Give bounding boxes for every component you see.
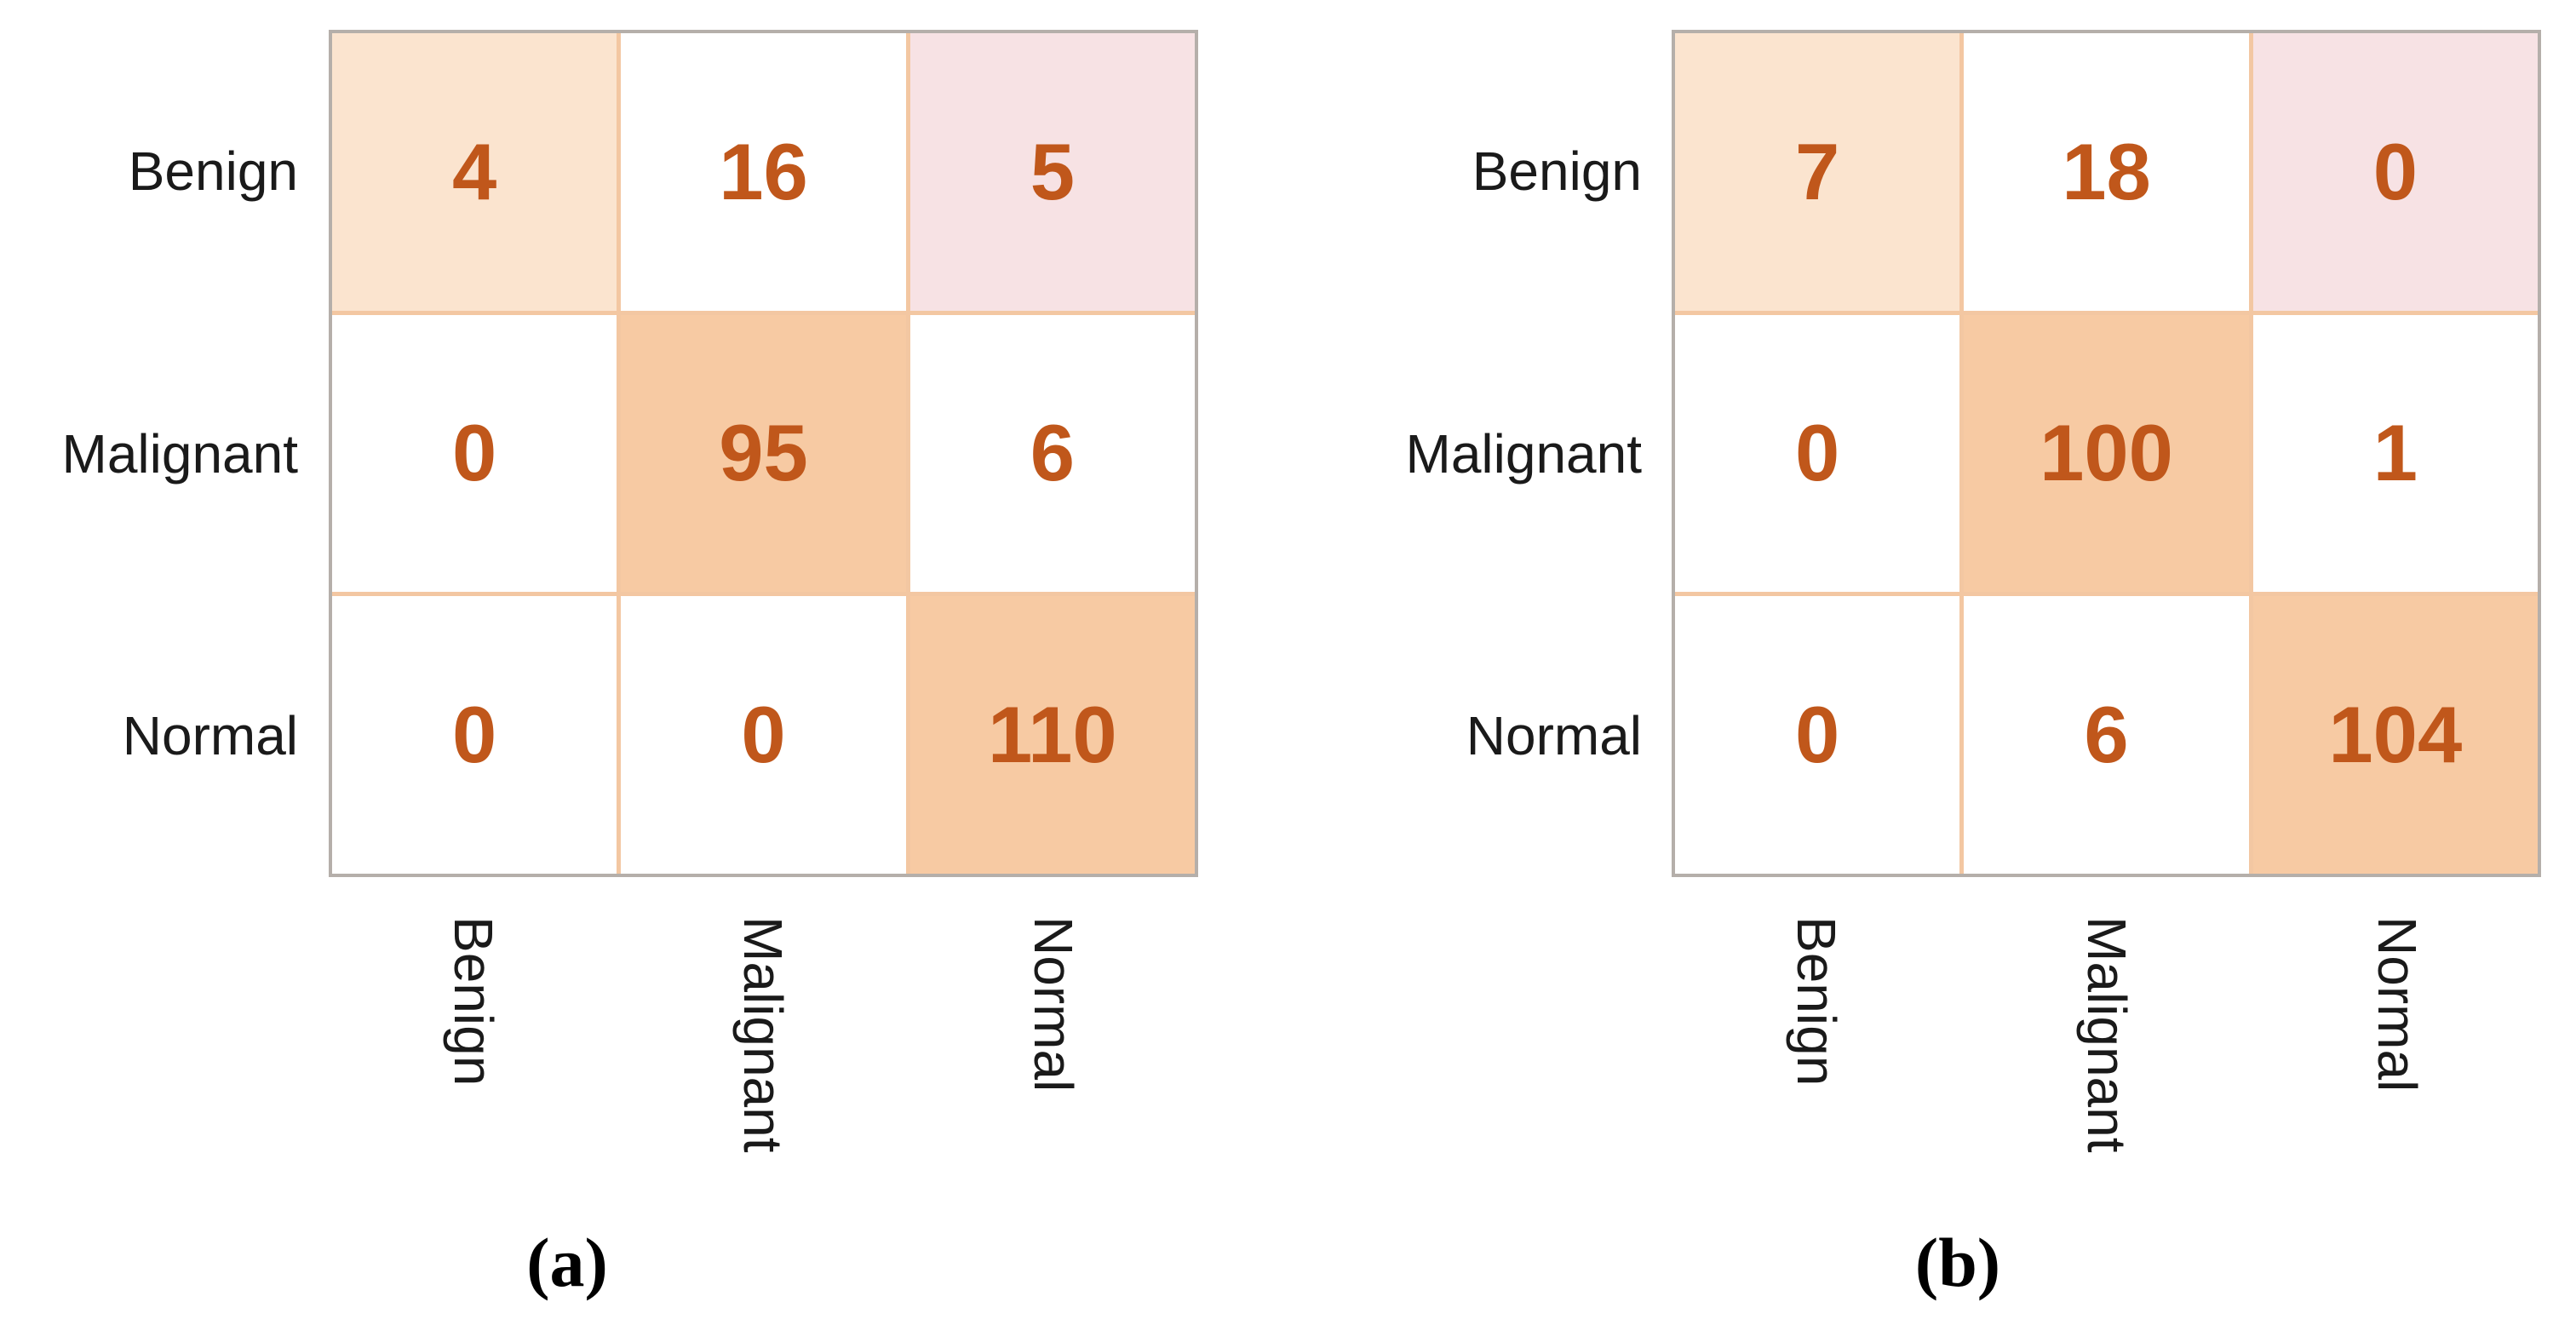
matrix-b-col-label-normal: Normal: [2367, 916, 2428, 1093]
matrix-a-grid: 4 16 5 0 95 6 0 0 110: [329, 30, 1198, 877]
matrix-a-row-label-malignant: Malignant: [61, 423, 299, 485]
matrix-b-cell-r1c2: 1: [2252, 314, 2538, 593]
matrix-a-cell-r2c2: 110: [909, 596, 1195, 874]
matrix-b-col-label-malignant: Malignant: [2076, 916, 2137, 1153]
matrix-b-cell-r0c2: 0: [2252, 33, 2538, 311]
matrix-b-grid: 7 18 0 0 100 1 0 6 104: [1672, 30, 2541, 877]
matrix-a-col-label-malignant: Malignant: [732, 916, 794, 1153]
matrix-a-cell-r1c2: 6: [909, 314, 1195, 593]
matrix-a-col-label-normal: Normal: [1023, 916, 1084, 1093]
matrix-b-cell-r0c0: 7: [1675, 33, 1960, 311]
matrix-b-col-label-benign: Benign: [1786, 916, 1847, 1087]
matrix-a-col-label-benign: Benign: [443, 916, 504, 1087]
matrix-a-cell-r0c1: 16: [621, 33, 906, 311]
matrix-a-cell-r2c0: 0: [332, 596, 617, 874]
matrix-b-row-label-normal: Normal: [1466, 705, 1642, 766]
caption-b: (b): [1914, 1224, 2001, 1301]
matrix-a-cell-r2c1: 0: [621, 596, 906, 874]
matrix-b-row-label-benign: Benign: [1472, 141, 1642, 202]
matrix-a-cell-r0c2: 5: [909, 33, 1195, 311]
matrix-a-cell-r0c0: 4: [332, 33, 617, 311]
matrix-b-row-label-malignant: Malignant: [1405, 423, 1643, 485]
matrix-b-cell-r1c1: 100: [1964, 314, 2249, 593]
matrix-a-cell-r1c1: 95: [621, 314, 906, 593]
matrix-b-cell-r2c0: 0: [1675, 596, 1960, 874]
matrix-a-cell-r1c0: 0: [332, 314, 617, 593]
matrix-b-cell-r1c0: 0: [1675, 314, 1960, 593]
matrix-a-row-label-normal: Normal: [122, 705, 298, 766]
caption-a: (a): [526, 1224, 608, 1301]
matrix-b-cell-r2c2: 104: [2252, 596, 2538, 874]
matrix-b-cell-r2c1: 6: [1964, 596, 2249, 874]
matrix-a-row-label-benign: Benign: [128, 141, 298, 202]
matrix-b-cell-r0c1: 18: [1964, 33, 2249, 311]
